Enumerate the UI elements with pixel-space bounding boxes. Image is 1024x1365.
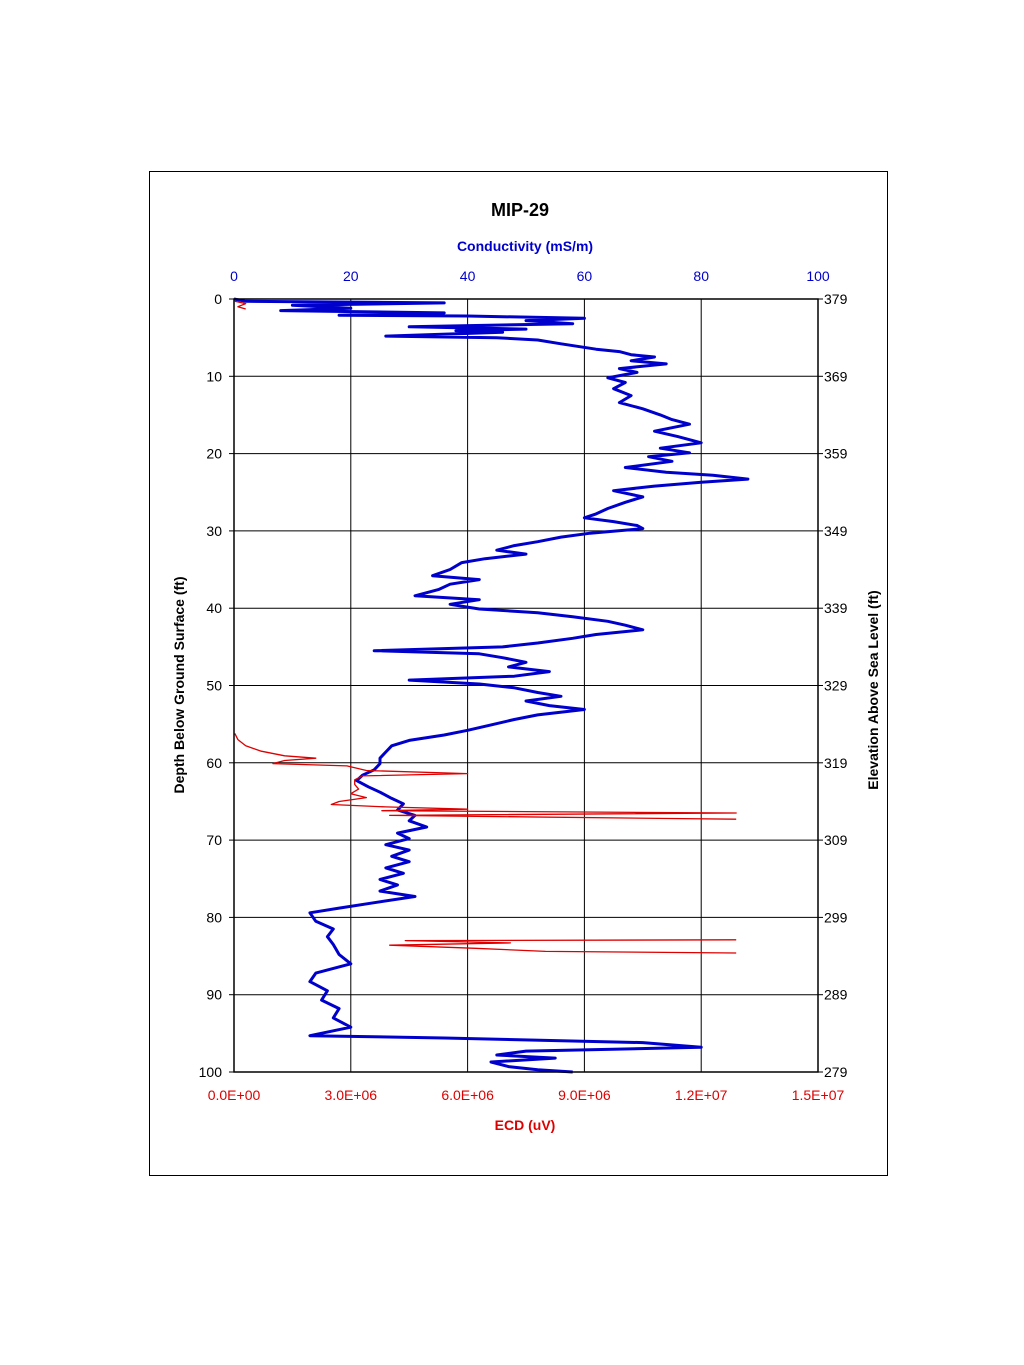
right-tick-label: 379 [824, 291, 848, 307]
bottom-tick-label: 0.0E+00 [208, 1087, 261, 1103]
left-tick-label: 30 [206, 523, 222, 539]
top-tick-label: 100 [806, 268, 830, 284]
conductivity-series-line [233, 297, 750, 1074]
top-tick-label: 60 [577, 268, 593, 284]
ecd-series-line-2 [389, 939, 737, 954]
bottom-tick-label: 6.0E+06 [441, 1087, 494, 1103]
right-tick-label: 289 [824, 987, 848, 1003]
top-tick-label: 40 [460, 268, 476, 284]
top-tick-label: 80 [693, 268, 709, 284]
left-tick-label: 0 [214, 291, 222, 307]
right-axis-title: Elevation Above Sea Level (ft) [865, 590, 881, 789]
bottom-axis-title: ECD (uV) [495, 1117, 556, 1133]
left-tick-label: 80 [206, 909, 222, 925]
chart-svg: MIP-29 Conductivity (mS/m) ECD (uV) Dept… [171, 200, 881, 1133]
bottom-tick-label: 3.0E+06 [325, 1087, 378, 1103]
grid-lines [229, 298, 823, 1073]
top-tick-label: 0 [230, 268, 238, 284]
right-tick-label: 319 [824, 755, 848, 771]
top-tick-label: 20 [343, 268, 359, 284]
left-axis-title: Depth Below Ground Surface (ft) [171, 577, 187, 794]
chart-title: MIP-29 [491, 200, 549, 220]
right-tick-label: 339 [824, 600, 848, 616]
left-tick-label: 10 [206, 368, 222, 384]
bottom-tick-label: 1.2E+07 [675, 1087, 728, 1103]
bottom-tick-label: 9.0E+06 [558, 1087, 611, 1103]
right-tick-label: 309 [824, 832, 848, 848]
right-tick-label: 369 [824, 368, 848, 384]
ecd-series-line-3 [234, 300, 247, 310]
right-tick-label: 349 [824, 523, 848, 539]
right-tick-label: 299 [824, 909, 848, 925]
left-tick-label: 70 [206, 832, 222, 848]
bottom-tick-label: 1.5E+07 [792, 1087, 845, 1103]
ecd-series-line-1 [234, 733, 737, 820]
top-axis-title: Conductivity (mS/m) [457, 238, 593, 254]
right-tick-label: 329 [824, 678, 848, 694]
right-tick-label: 359 [824, 446, 848, 462]
left-tick-label: 60 [206, 755, 222, 771]
plot-area-border [233, 298, 819, 1073]
left-tick-label: 90 [206, 987, 222, 1003]
left-tick-label: 100 [199, 1064, 223, 1080]
left-tick-label: 20 [206, 446, 222, 462]
data-series [233, 297, 750, 1074]
plot-frame [233, 298, 819, 1073]
chart-frame: MIP-29 Conductivity (mS/m) ECD (uV) Dept… [149, 171, 888, 1176]
left-tick-label: 50 [206, 678, 222, 694]
left-tick-label: 40 [206, 600, 222, 616]
right-tick-label: 279 [824, 1064, 848, 1080]
